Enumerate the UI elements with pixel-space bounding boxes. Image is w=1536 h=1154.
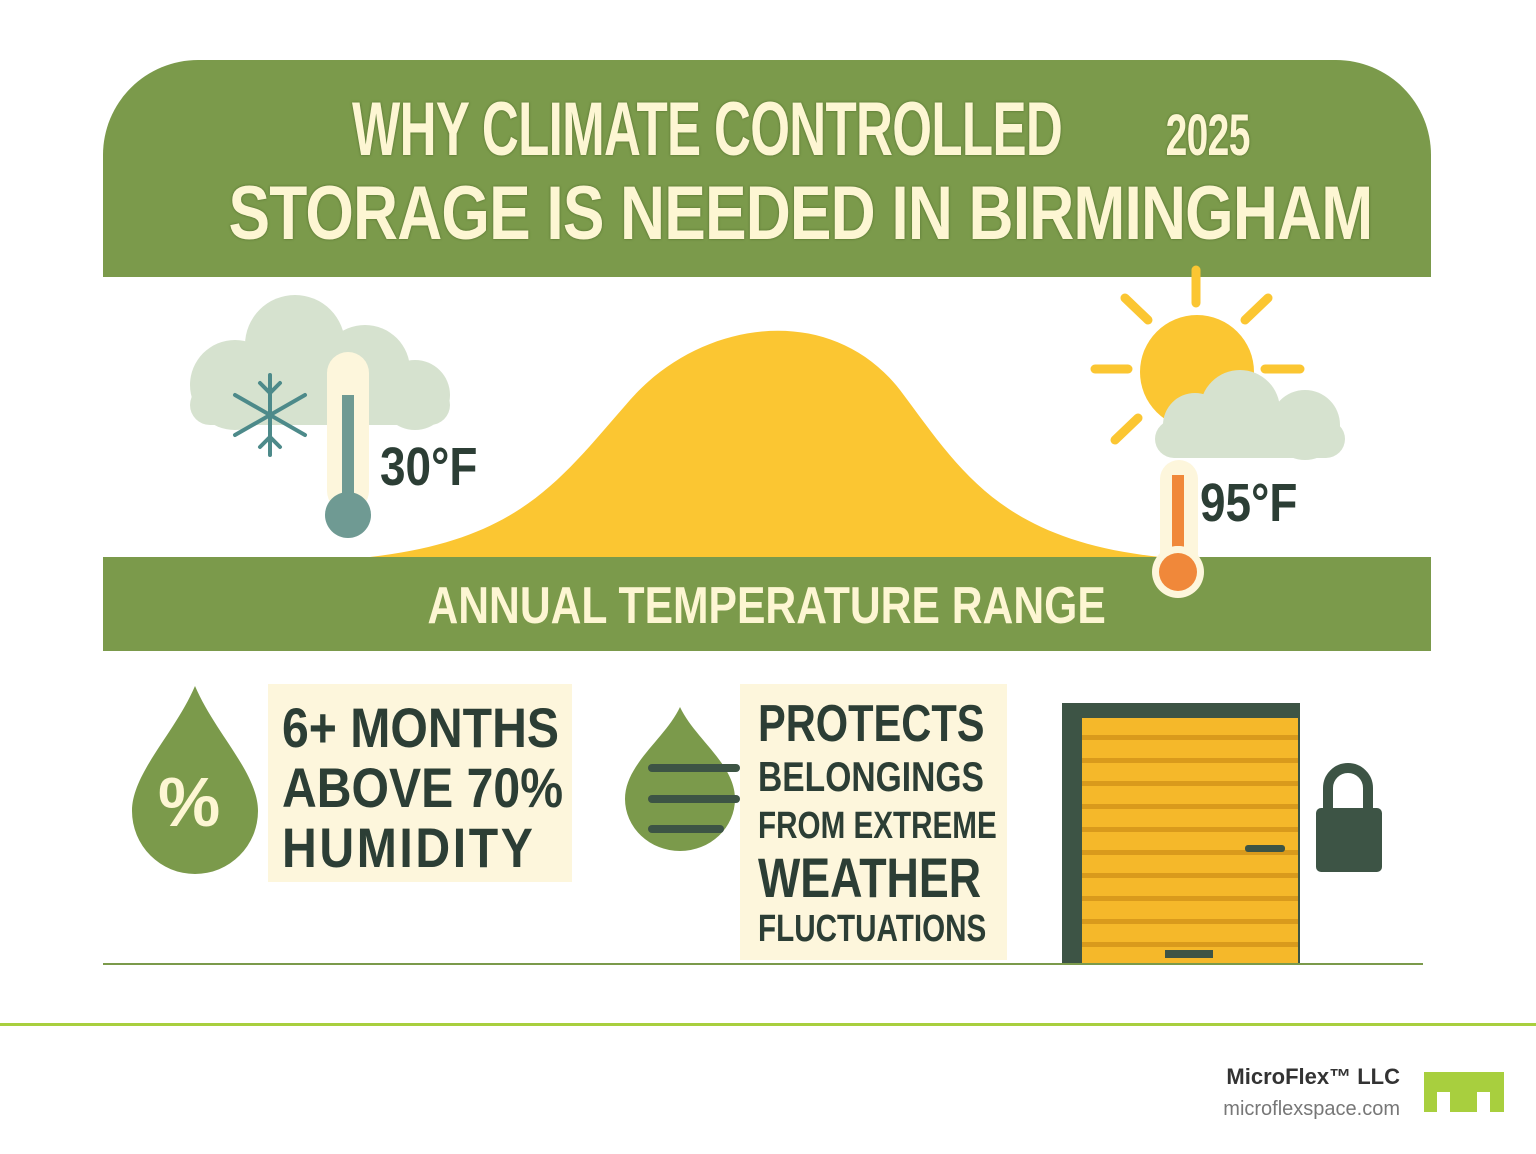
fact-line: ABOVE 70% [282,756,564,819]
humidity-fact: 6+ MONTHS ABOVE 70% HUMIDITY [268,684,572,882]
title-line-2: STORAGE IS NEEDED IN BIRMINGHAM [103,170,1431,257]
title-text-2: STORAGE IS NEEDED IN BIRMINGHAM [228,171,1374,256]
divider [103,963,1423,965]
thermometer-bulb-icon [1152,546,1204,598]
fact-line: FROM EXTREME [758,805,997,847]
title-text: WHY CLIMATE CONTROLLED [352,87,1063,172]
company-website[interactable]: microflexspace.com [1223,1098,1400,1120]
high-temperature: 95°F [1200,473,1298,533]
water-drop-icon [625,707,740,851]
bell-curve [370,330,1160,557]
fact-line: HUMIDITY [282,816,536,879]
fact-line: 6+ MONTHS [282,696,559,759]
title-line-1: WHY CLIMATE CONTROLLED 2025 [103,86,1431,173]
footer-divider [0,1023,1536,1026]
title-banner [103,60,1431,277]
year-label: 2025 [1166,103,1251,168]
percent-symbol: % [158,763,221,841]
fact-line: FLUCTUATIONS [758,908,987,950]
low-temperature: 30°F [380,437,478,497]
padlock-icon [1316,763,1382,872]
microflex-logo [1424,1072,1504,1112]
band-label: ANNUAL TEMPERATURE RANGE [427,577,1107,635]
storage-unit-icon [1062,703,1382,963]
fact-line: WEATHER [758,846,982,909]
temperature-band [103,557,1431,651]
fact-line: PROTECTS [758,695,985,753]
cloud-left-icon [190,295,450,430]
cloud-right-icon [1155,370,1345,460]
thermometer-cold-icon [325,352,371,538]
snowflake-icon [233,373,307,457]
protection-fact: PROTECTS BELONGINGS FROM EXTREME WEATHER… [740,684,1007,960]
company-name: MicroFlex™ LLC [1226,1064,1400,1089]
fact-line: BELONGINGS [758,753,984,800]
humidity-drop-icon [132,686,258,874]
